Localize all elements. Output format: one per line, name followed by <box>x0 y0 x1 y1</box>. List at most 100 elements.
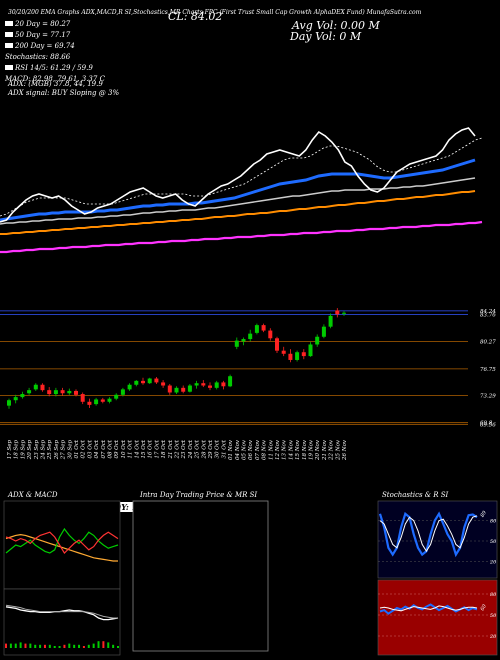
rsi-line <box>379 605 478 612</box>
price-level-label: 69.56 <box>480 423 496 429</box>
candle-body <box>60 390 65 394</box>
stochastics-level-label: 20 <box>489 559 497 565</box>
rsi-level-label: 80 <box>490 592 497 598</box>
date-label: 17 Sep <box>7 440 13 460</box>
candle-body <box>120 389 125 395</box>
candle-body <box>161 382 166 386</box>
rsi-level-label: 20 <box>489 634 497 640</box>
macd-histogram-bar <box>34 644 37 648</box>
candle-body <box>47 390 52 395</box>
macd-histogram-bar <box>29 643 32 648</box>
date-label: 07 Oct <box>101 439 107 458</box>
date-label: 13 Nov <box>282 439 288 460</box>
candle-body <box>328 315 333 327</box>
price-level-label: 80.27 <box>480 340 496 346</box>
date-label: 21 Oct <box>168 439 174 459</box>
date-label: 08 Nov <box>262 439 268 460</box>
candle-body <box>248 333 253 340</box>
date-label: 20 Sep <box>27 440 33 461</box>
candle-body <box>254 325 259 333</box>
rsi-mr-panel-frame <box>377 579 498 656</box>
candle-body <box>27 390 32 394</box>
date-label: 14 Nov <box>288 439 294 460</box>
macd-histogram-bar <box>117 646 119 648</box>
day-volume-label: Day Vol: 0 M <box>290 30 362 43</box>
date-label: 28 Oct <box>201 439 207 459</box>
candle-body <box>295 352 300 360</box>
date-label: 10 Oct <box>121 439 127 458</box>
legend-macd: MACD: 82.98, 79.61, 3.37 C <box>5 75 105 83</box>
adx-signal: ADX signal: BUY Sloping @ 3% <box>8 89 120 97</box>
candle-body <box>87 401 92 405</box>
stochastics-value-label: 89 <box>480 509 489 518</box>
ema-legend: 20 Day = 80.27 50 Day = 77.17 200 Day = … <box>5 20 105 86</box>
candle-body <box>321 326 326 337</box>
date-label: 05 Nov <box>242 439 248 460</box>
date-label: 19 Sep <box>20 440 26 460</box>
date-label: 16 Oct <box>148 439 154 458</box>
candle-body <box>94 399 99 405</box>
minus-di-line <box>5 531 119 554</box>
candle-body <box>74 390 78 395</box>
macd-histogram-bar <box>87 644 90 648</box>
date-label: 27 Sep <box>61 440 67 461</box>
ema-magenta-line <box>0 220 483 254</box>
legend-item-20-day: 20 Day = 80.27 <box>5 20 105 31</box>
date-label: 24 Oct <box>188 439 194 459</box>
date-label: 21 Nov <box>322 439 328 461</box>
rsi-value-label: 60 <box>480 603 489 612</box>
date-label: 22 Nov <box>329 439 335 461</box>
price-level-label: 69.8 <box>480 421 493 427</box>
date-label: 30 Oct <box>215 439 221 458</box>
macd-histogram-bar <box>68 643 71 648</box>
candle-body <box>147 378 152 384</box>
macd-histogram-bar <box>78 644 81 648</box>
candle-body <box>33 384 38 390</box>
macd-histogram-bar <box>24 643 27 648</box>
macd-signal-line <box>5 604 118 619</box>
candle-body <box>174 387 179 393</box>
candle-body <box>114 394 119 399</box>
candle-body <box>13 397 18 401</box>
price-level-label: 76.75 <box>480 367 496 373</box>
date-label: 25 Sep <box>47 440 53 461</box>
candle-body <box>275 338 279 351</box>
date-label: 29 Oct <box>208 439 214 459</box>
date-label: 24 Sep <box>41 440 47 461</box>
candle-body <box>53 390 58 395</box>
plus-di-line <box>5 527 119 554</box>
date-label: 14 Oct <box>134 439 140 458</box>
legend-swatch <box>5 43 13 48</box>
stochastics-k-line <box>378 511 478 558</box>
date-label: 01 Oct <box>74 439 80 458</box>
macd-histogram-bar <box>82 646 85 648</box>
candle-body <box>7 400 11 406</box>
candle-body <box>342 312 346 314</box>
adx-readout: ADX: (MGB) 37.8, 44, 19.9 <box>8 80 103 88</box>
intraday-panel-title: Intra Day Trading Price & MR SI <box>140 491 258 499</box>
date-label: 18 Oct <box>161 439 167 458</box>
candle-body <box>214 382 219 388</box>
stochastics-panel-frame <box>377 500 498 579</box>
date-label: 01 Nov <box>228 439 234 460</box>
date-label: 30 Sep <box>67 440 73 460</box>
ema-20-line <box>0 137 483 217</box>
stochastics-d-line <box>379 515 478 553</box>
candle-body <box>208 385 212 388</box>
date-label: 06 Nov <box>248 439 254 460</box>
macd-histogram-bar <box>102 641 105 648</box>
date-label: 12 Nov <box>275 439 281 460</box>
legend-swatch <box>5 21 13 26</box>
macd-histogram-bar <box>43 644 46 648</box>
date-label: 22 Oct <box>175 439 181 459</box>
macd-histogram-bar <box>92 643 95 648</box>
stochastics-level-label: 50 <box>490 539 497 545</box>
date-label: 02 Oct <box>81 439 87 458</box>
macd-histogram-bar <box>53 646 56 648</box>
candle-body <box>127 384 132 390</box>
candle-body <box>288 353 293 360</box>
candle-body <box>194 383 199 386</box>
legend-item-200-day: 200 Day = 69.74 <box>5 42 105 53</box>
candle-body <box>67 390 72 394</box>
candle-body <box>201 383 206 386</box>
